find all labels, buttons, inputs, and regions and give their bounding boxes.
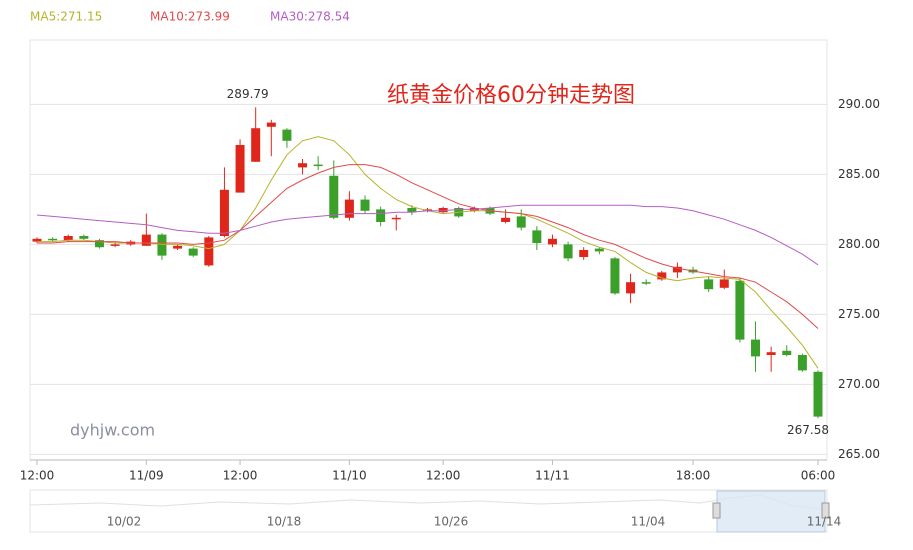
candle-body bbox=[32, 238, 42, 242]
candle-body bbox=[141, 234, 151, 246]
ma-line bbox=[36, 204, 819, 266]
candle-body bbox=[594, 248, 604, 252]
x-tick-label: 18:00 bbox=[676, 469, 711, 483]
candle-body bbox=[423, 209, 432, 211]
candle-body bbox=[251, 128, 261, 162]
candle-body bbox=[79, 236, 89, 239]
y-tick-label: 275.00 bbox=[838, 307, 880, 321]
y-tick-label: 280.00 bbox=[838, 237, 880, 251]
candle-body bbox=[563, 244, 573, 259]
candle-body bbox=[110, 244, 120, 246]
x-tick-label: 11/09 bbox=[129, 469, 164, 483]
candle-body bbox=[438, 208, 448, 213]
low-label: 267.58 bbox=[787, 423, 829, 437]
candle-body bbox=[204, 237, 214, 266]
candle-body bbox=[313, 164, 323, 167]
candle-body bbox=[735, 280, 745, 340]
candle-body bbox=[797, 355, 807, 371]
x-tick-label: 06:00 bbox=[801, 469, 836, 483]
candle-body bbox=[298, 163, 308, 168]
navigator-handle[interactable] bbox=[712, 502, 721, 519]
navigator-handle[interactable] bbox=[821, 502, 830, 519]
candle-body bbox=[266, 122, 276, 127]
candle-body bbox=[657, 272, 667, 280]
candle-body bbox=[641, 282, 651, 284]
candle-body bbox=[766, 352, 776, 355]
navigator[interactable] bbox=[29, 489, 828, 533]
y-tick-label: 265.00 bbox=[838, 447, 880, 461]
high-label: 289.79 bbox=[227, 87, 269, 101]
navigator-label: 11/04 bbox=[631, 515, 666, 529]
candle-body bbox=[751, 339, 761, 357]
candle-body bbox=[626, 282, 636, 294]
x-tick-label: 12:00 bbox=[20, 469, 55, 483]
x-tick-label: 12:00 bbox=[223, 469, 258, 483]
candle-body bbox=[329, 175, 339, 218]
candle-body bbox=[48, 238, 58, 241]
ma-line bbox=[37, 136, 819, 369]
candle-body bbox=[188, 248, 198, 256]
candle-body bbox=[282, 129, 292, 141]
candle-body bbox=[157, 234, 167, 256]
legend-entry: MA5:271.15 bbox=[30, 10, 102, 24]
navigator-label: 11/14 bbox=[807, 515, 842, 529]
candle-body bbox=[173, 245, 183, 249]
candle-body bbox=[501, 217, 511, 222]
navigator-label: 10/26 bbox=[434, 515, 469, 529]
navigator-label: 10/02 bbox=[107, 515, 142, 529]
watermark: dyhjw.com bbox=[70, 421, 155, 440]
legend-entry: MA30:278.54 bbox=[270, 10, 350, 24]
candle-body bbox=[516, 216, 526, 228]
candle-body bbox=[235, 145, 245, 193]
candle-body bbox=[376, 209, 386, 222]
x-tick-label: 12:00 bbox=[426, 469, 461, 483]
candle-body bbox=[63, 236, 73, 241]
legend-entry: MA10:273.99 bbox=[150, 10, 230, 24]
candle-body bbox=[610, 258, 620, 294]
candle-body bbox=[407, 208, 417, 213]
candle-body bbox=[219, 189, 229, 236]
x-tick-label: 11/10 bbox=[332, 469, 367, 483]
candle-body bbox=[391, 217, 401, 220]
candle-body bbox=[579, 250, 589, 257]
candle-body bbox=[94, 240, 104, 248]
candle-body bbox=[813, 371, 823, 417]
x-tick-label: 11/11 bbox=[535, 469, 570, 483]
y-tick-label: 285.00 bbox=[838, 167, 880, 181]
candle-body bbox=[719, 279, 729, 288]
candle-body bbox=[532, 230, 542, 243]
navigator-selection[interactable] bbox=[716, 490, 826, 533]
y-tick-label: 270.00 bbox=[838, 377, 880, 391]
candle-body bbox=[704, 279, 714, 290]
ma-line bbox=[37, 164, 819, 329]
candle-body bbox=[547, 238, 557, 245]
candle-body bbox=[360, 199, 370, 211]
candle-body bbox=[782, 350, 792, 355]
y-tick-label: 290.00 bbox=[838, 97, 880, 111]
navigator-label: 10/18 bbox=[267, 515, 302, 529]
chart-title: 纸黄金价格60分钟走势图 bbox=[387, 83, 635, 108]
candle-body bbox=[672, 266, 682, 273]
candle-body bbox=[344, 199, 354, 218]
